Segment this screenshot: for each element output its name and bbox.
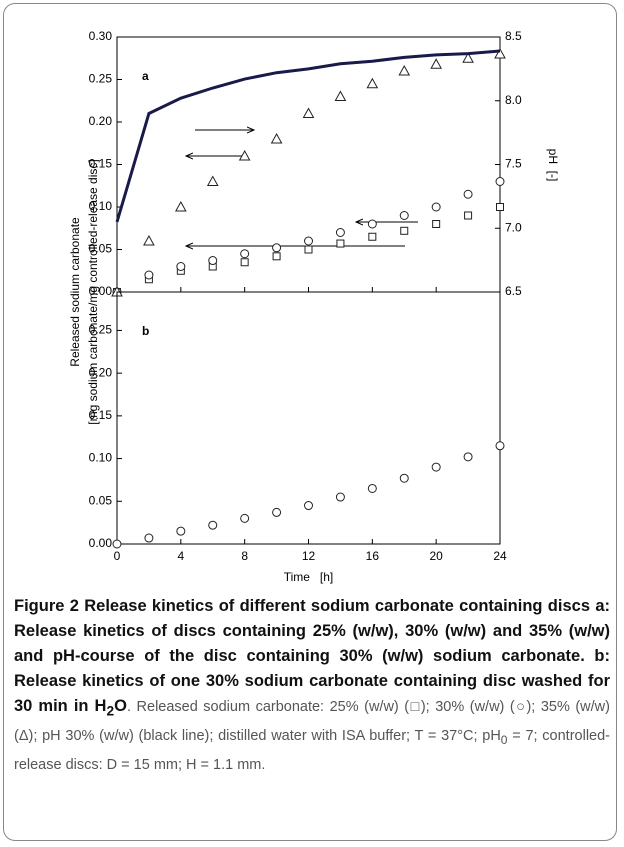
x-axis-label: Time [h] bbox=[284, 570, 334, 584]
circle-marker bbox=[240, 249, 250, 259]
circle-marker bbox=[176, 526, 186, 536]
triangle-marker bbox=[238, 149, 251, 161]
triangle-marker bbox=[270, 132, 283, 144]
x-tick-label: 0 bbox=[114, 549, 121, 563]
circle-marker bbox=[144, 533, 154, 543]
square-marker bbox=[432, 220, 441, 228]
square-marker bbox=[464, 211, 473, 220]
circle-marker bbox=[431, 462, 441, 472]
y-tick-label: 0.30 bbox=[89, 29, 113, 43]
caption-text: Figure 2 Release kinetics of different s… bbox=[14, 597, 610, 715]
caption: Figure 2 Release kinetics of different s… bbox=[14, 594, 610, 777]
caption-text: . Released sodium carbonate: 25% (w/w) (… bbox=[14, 699, 610, 745]
panel-label: b bbox=[142, 324, 149, 338]
panel-label: a bbox=[142, 69, 149, 83]
circle-marker bbox=[463, 452, 473, 462]
square-marker bbox=[304, 245, 313, 254]
y-tick-label: 0.05 bbox=[89, 242, 113, 256]
y-tick-label: 0.15 bbox=[89, 408, 113, 422]
circle-marker bbox=[240, 513, 250, 523]
square-marker bbox=[400, 226, 409, 235]
circle-marker bbox=[367, 483, 377, 493]
y-tick-label: 0.05 bbox=[89, 493, 113, 507]
circle-marker bbox=[304, 501, 313, 511]
y2-tick-label: 7.0 bbox=[505, 220, 522, 234]
circle-marker bbox=[176, 262, 186, 271]
square-marker bbox=[336, 239, 345, 248]
circle-marker bbox=[335, 492, 345, 502]
circle-marker bbox=[112, 539, 122, 549]
circle-marker bbox=[399, 473, 409, 483]
circle-marker bbox=[431, 202, 441, 212]
ph-line bbox=[115, 49, 501, 223]
x-tick-label: 4 bbox=[177, 549, 184, 563]
circle-marker bbox=[495, 177, 505, 186]
triangle-marker bbox=[430, 58, 443, 69]
caption-text: = 7; controlled-release discs: D = 15 mm… bbox=[14, 728, 610, 774]
series bbox=[115, 49, 501, 223]
triangle-marker bbox=[334, 90, 347, 101]
triangle-marker bbox=[174, 200, 187, 212]
circle-marker bbox=[272, 507, 282, 517]
square-marker bbox=[272, 252, 281, 261]
triangle-marker bbox=[494, 47, 506, 59]
triangle-marker bbox=[143, 234, 155, 246]
caption-text: O bbox=[114, 697, 127, 715]
square-marker bbox=[240, 258, 249, 267]
circle-marker bbox=[335, 228, 345, 237]
series bbox=[112, 177, 505, 297]
y2-tick-label: 6.5 bbox=[505, 284, 522, 298]
y-tick-label: 0.25 bbox=[89, 72, 113, 86]
circle-marker bbox=[208, 256, 218, 266]
circle-marker bbox=[144, 270, 154, 280]
y-tick-label: 0.10 bbox=[89, 451, 113, 465]
chart: 0.00 0.05 0.10 0.15 0.20 0.25 0.30 6.5 7.0 7.5 8.0… bbox=[68, 29, 560, 584]
x-tick-label: 16 bbox=[366, 549, 380, 563]
x-tick-label: 8 bbox=[241, 549, 248, 563]
circle-marker bbox=[208, 520, 218, 530]
triangle-marker bbox=[462, 52, 474, 63]
y-tick-label: 0.00 bbox=[89, 284, 113, 298]
y-tick-label: 0.10 bbox=[89, 199, 113, 213]
caption-sub: 2 bbox=[106, 703, 115, 719]
y-tick-label: 0.20 bbox=[89, 114, 113, 128]
y2-tick-label: 7.5 bbox=[505, 157, 522, 171]
x-tick-label: 24 bbox=[493, 549, 507, 563]
circle-marker bbox=[272, 243, 282, 253]
y2-tick-label: 8.0 bbox=[505, 93, 522, 107]
series bbox=[111, 47, 506, 297]
square-marker bbox=[496, 203, 504, 211]
circle-marker bbox=[463, 189, 473, 199]
circle-marker bbox=[367, 219, 377, 229]
y-axis-label: Released sodium carbonate bbox=[68, 217, 82, 367]
y2-tick-label: 8.5 bbox=[505, 29, 522, 43]
y2-axis-label: pH [-] bbox=[546, 149, 560, 182]
x-tick-label: 12 bbox=[302, 549, 316, 563]
triangle-marker bbox=[366, 77, 379, 89]
y-tick-label: 0.00 bbox=[89, 536, 113, 550]
circle-marker bbox=[399, 211, 409, 220]
y-tick-label: 0.20 bbox=[89, 365, 113, 379]
x-tick-label: 20 bbox=[429, 549, 443, 563]
y-axis-label: [mg sodium carbonate/mg controlled-relea… bbox=[86, 159, 100, 424]
caption-sub: 0 bbox=[500, 733, 508, 748]
caption-title: Figure 2 Release kinetics of different s… bbox=[14, 594, 610, 777]
triangle-marker bbox=[398, 64, 411, 76]
triangle-marker bbox=[206, 175, 219, 186]
circle-marker bbox=[304, 236, 313, 246]
figure-frame bbox=[3, 3, 617, 841]
triangle-marker bbox=[302, 107, 315, 118]
square-marker bbox=[368, 232, 377, 241]
series bbox=[113, 203, 504, 296]
y-tick-label: 0.25 bbox=[89, 323, 113, 337]
circle-marker bbox=[495, 441, 505, 451]
annotation-arrows bbox=[186, 130, 418, 246]
caption-body: . Released sodium carbonate: 25% (w/w) (… bbox=[14, 699, 610, 773]
plot-frame bbox=[116, 36, 501, 293]
y-tick-label: 0.15 bbox=[89, 157, 113, 171]
series bbox=[112, 441, 505, 549]
